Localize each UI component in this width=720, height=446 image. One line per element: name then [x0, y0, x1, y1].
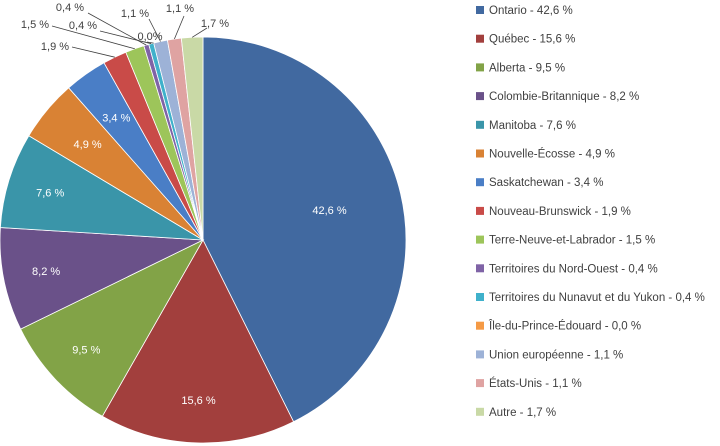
legend-swatch: [476, 407, 484, 416]
legend-label: Nouveau-Brunswick - 1,9 %: [489, 206, 631, 218]
pie-slice: [180, 36, 204, 241]
legend-label: Manitoba - 7,6 %: [489, 120, 576, 132]
pie-slice: [0, 135, 204, 241]
legend-swatch: [476, 379, 484, 388]
legend-swatch: [476, 206, 484, 215]
legend-swatch: [476, 120, 484, 129]
legend-swatch: [476, 235, 484, 244]
leader-line: [51, 25, 135, 50]
data-label: 0,4 %: [69, 20, 97, 32]
legend-label: Territoires du Nord-Ouest - 0,4 %: [489, 263, 658, 275]
legend-swatch: [476, 321, 484, 330]
data-label: 1,9 %: [41, 41, 69, 53]
data-label: 15,6 %: [181, 395, 215, 407]
legend-swatch: [476, 34, 484, 43]
legend-swatch: [476, 6, 484, 14]
data-label: 8,2 %: [32, 266, 60, 278]
data-label: 1,1 %: [121, 8, 149, 20]
leader-line: [148, 18, 161, 42]
data-label: 0,4 %: [56, 2, 84, 14]
pie-slice: [0, 227, 205, 330]
pie-slice: [20, 239, 204, 417]
legend-swatch: [476, 92, 484, 101]
legend-label: Colombie-Britannique - 8,2 %: [489, 91, 639, 103]
legend-label: Ontario - 42,6 %: [489, 5, 573, 17]
legend-label: États-Unis - 1,1 %: [489, 377, 582, 390]
data-label: 1,7 %: [201, 18, 229, 30]
data-label: 9,5 %: [72, 344, 100, 356]
legend-label: Québec - 15,6 %: [489, 34, 575, 46]
pie-slice: [101, 239, 295, 444]
data-label: 1,5 %: [21, 19, 49, 31]
data-label: 1,1 %: [166, 3, 194, 15]
legend-swatch: [476, 293, 484, 301]
legend-swatch: [476, 350, 484, 359]
legend-label: Île-du-Prince-Édouard - 0,0 %: [488, 320, 641, 333]
pie: [0, 36, 407, 444]
legend-label: Autre - 1,7 %: [489, 407, 556, 419]
leader-line: [191, 27, 208, 38]
leader-line: [146, 41, 154, 44]
data-label: 7,6 %: [36, 188, 64, 200]
legend-swatch: [476, 178, 484, 187]
legend-label: Terre-Neuve-et-Labrador - 1,5 %: [489, 235, 655, 247]
legend: Ontario - 42,6 % Québec - 15,6 % Alberta -…: [476, 5, 705, 419]
legend-label: Alberta - 9,5 %: [489, 62, 565, 74]
leader-line: [99, 30, 152, 45]
legend-label: Union européenne - 1,1 %: [489, 349, 623, 361]
legend-swatch: [476, 63, 484, 72]
legend-label: Territoires du Nunavut et du Yukon - 0,4…: [489, 292, 705, 304]
leader-line: [174, 15, 185, 40]
data-label: 42,6 %: [312, 205, 346, 217]
legend-label: Saskatchewan - 3,4 %: [489, 177, 603, 189]
inside-labels: 42,6 % 15,6 % 9,5 % 8,2 % 7,6 % 4,9 % 3,4 %: [32, 113, 347, 407]
legend-label: Nouvelle-Écosse - 4,9 %: [489, 148, 615, 161]
leader-line: [71, 46, 115, 58]
data-label: 3,4 %: [102, 113, 130, 125]
pie-slice: [202, 36, 407, 423]
data-label: 0,0%: [137, 31, 162, 43]
outside-labels: 1,9 % 1,5 % 0,4 % 0,4 % 0,0% 1,1 % 1,1 % 1,7 %: [21, 2, 229, 58]
legend-swatch: [476, 264, 484, 273]
legend-swatch: [476, 149, 484, 158]
data-label: 4,9 %: [74, 139, 102, 151]
